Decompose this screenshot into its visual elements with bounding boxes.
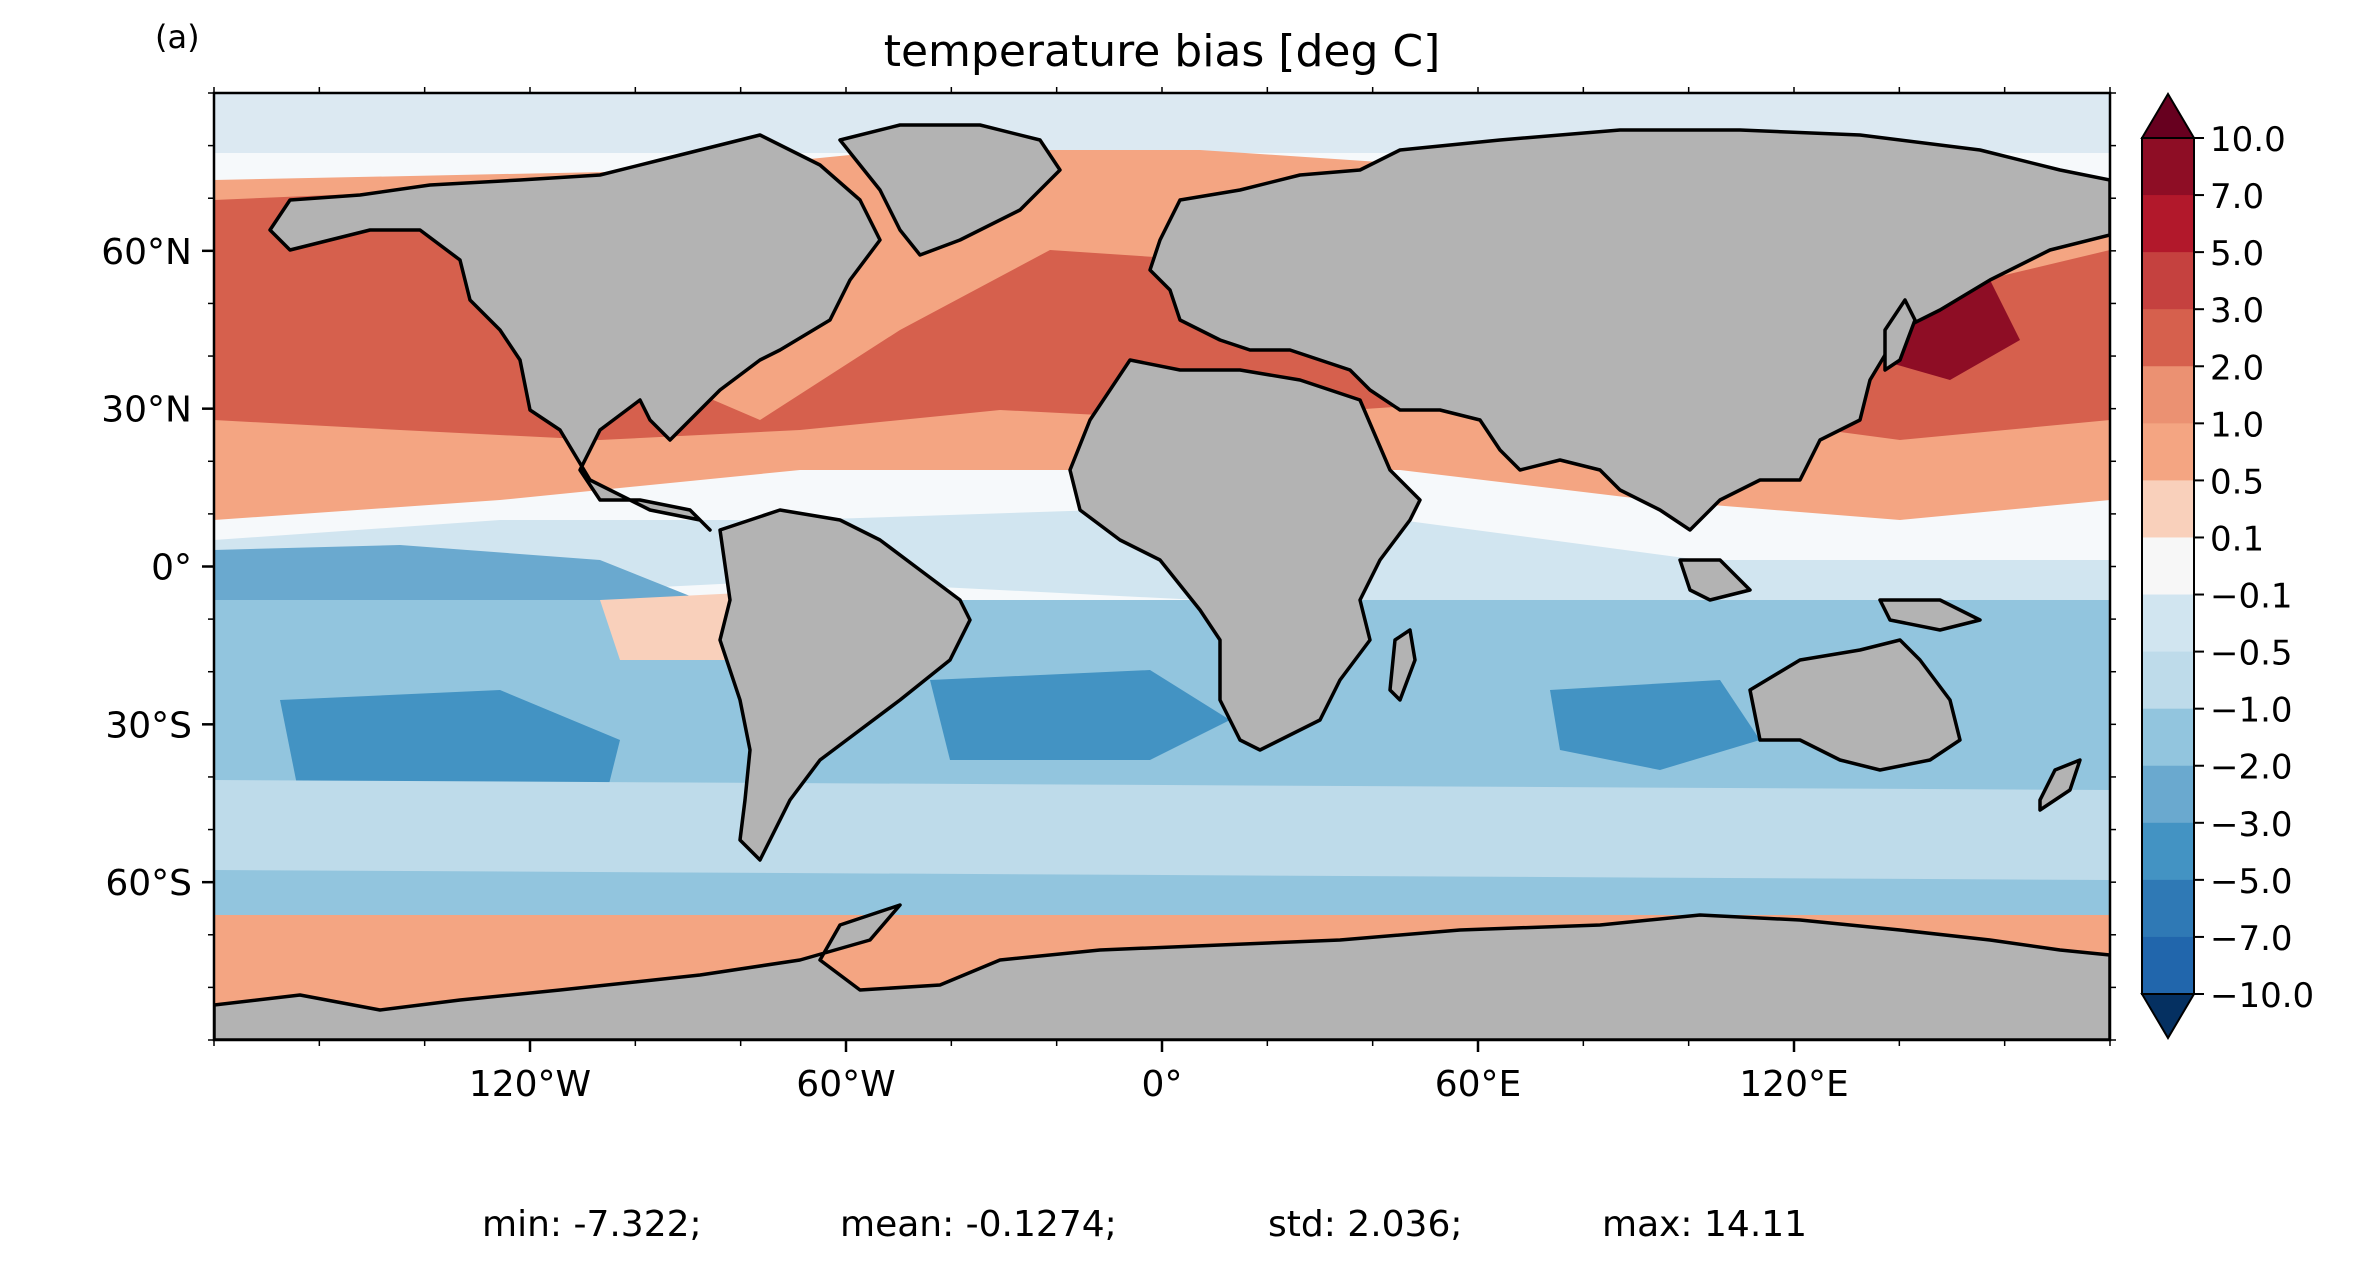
colorbar-tick-label: 7.0: [2210, 177, 2264, 217]
colorbar-bin: [2142, 480, 2194, 538]
colorbar-tick-label: −0.1: [2210, 577, 2293, 617]
colorbar-bin: [2142, 879, 2194, 938]
colorbar-tick-label: −3.0: [2210, 805, 2293, 845]
madagascar: [1388, 628, 1417, 702]
y-tick-label: 60°S: [105, 863, 192, 904]
y-axis-ticks: 60°N 30°N 0° 30°S 60°S: [101, 92, 2116, 1041]
colorbar-frame: [2141, 137, 2195, 995]
colorbar-tick-label: 2.0: [2210, 348, 2264, 388]
colorbar-tick-label: 0.5: [2210, 462, 2264, 502]
colorbar-tick-label: 1.0: [2210, 405, 2264, 445]
x-tick-label: 0°: [1142, 1064, 1183, 1105]
colorbar-bin: [2142, 651, 2194, 710]
colorbar: 10.0 7.0 5.0 3.0 2.0 1.0 0.5 0.1 −0.1 −0.5 −1.0 −2.…: [2140, 92, 2314, 1040]
southern-ocean-band: [214, 780, 2110, 880]
colorbar-extend-min: [2140, 993, 2196, 1040]
colorbar-bin: [2142, 309, 2194, 367]
eurasia: [1148, 128, 2110, 532]
colorbar-tick-label: 10.0: [2210, 120, 2286, 160]
indonesia: [1678, 558, 1752, 602]
colorbar-extend-max: [2140, 92, 2196, 139]
map-area: [212, 91, 2112, 1042]
colorbar-tick-label: −0.5: [2210, 634, 2293, 674]
antarctica: [214, 903, 2110, 1040]
colorbar-bin: [2142, 708, 2194, 767]
colorbar-bin: [2142, 822, 2194, 881]
colorbar-bin: [2142, 138, 2194, 196]
stat-std: std: 2.036;: [1268, 1204, 1462, 1245]
colorbar-tick-label: 5.0: [2210, 234, 2264, 274]
x-tick-label: 60°W: [796, 1064, 895, 1105]
japan: [1883, 298, 1917, 372]
colorbar-tick-label: −1.0: [2210, 691, 2293, 731]
colorbar-bin: [2142, 537, 2194, 596]
colorbar-tick-label: −7.0: [2210, 919, 2293, 959]
colorbar-bin: [2142, 195, 2194, 253]
colorbar-bin: [2142, 936, 2194, 995]
colorbar-tick-label: −10.0: [2210, 976, 2314, 1016]
x-tick-label: 120°W: [469, 1064, 591, 1105]
south-america: [718, 508, 972, 862]
australia: [1748, 638, 1962, 772]
x-tick-label: 120°E: [1739, 1064, 1848, 1105]
colorbar-tick-label: 0.1: [2210, 519, 2264, 559]
y-tick-label: 30°N: [101, 390, 192, 431]
colorbar-bin: [2142, 423, 2194, 481]
colorbar-bin: [2142, 366, 2194, 424]
new-zealand: [2038, 758, 2082, 812]
y-tick-label: 30°S: [105, 705, 192, 746]
greenland: [838, 123, 1062, 257]
colorbar-tick-label: −5.0: [2210, 862, 2293, 902]
y-tick-label: 0°: [151, 548, 192, 589]
stat-min: min: -7.322;: [482, 1204, 702, 1245]
land-masses: [214, 123, 2110, 1040]
colorbar-tick-label: 3.0: [2210, 291, 2264, 331]
colorbar-bin: [2142, 594, 2194, 653]
x-tick-label: 60°E: [1435, 1064, 1522, 1105]
colorbar-bin: [2142, 765, 2194, 824]
stat-mean: mean: -0.1274;: [840, 1204, 1117, 1245]
x-axis-ticks: 120°W 60°W 0° 60°E 120°E: [213, 87, 2111, 1105]
stat-max: max: 14.11: [1602, 1204, 1807, 1245]
y-tick-label: 60°N: [101, 232, 192, 273]
south-atlantic-cold-patch: [930, 670, 1230, 760]
indian-ocean-cold-patch: [1550, 680, 1760, 770]
map-title: temperature bias [deg C]: [884, 26, 1441, 77]
north-america: [268, 133, 882, 532]
colorbar-bin: [2142, 252, 2194, 310]
africa: [1068, 358, 1422, 752]
panel-label: (a): [155, 18, 200, 56]
colorbar-tick-label: −2.0: [2210, 748, 2293, 788]
new-guinea: [1878, 598, 1982, 632]
